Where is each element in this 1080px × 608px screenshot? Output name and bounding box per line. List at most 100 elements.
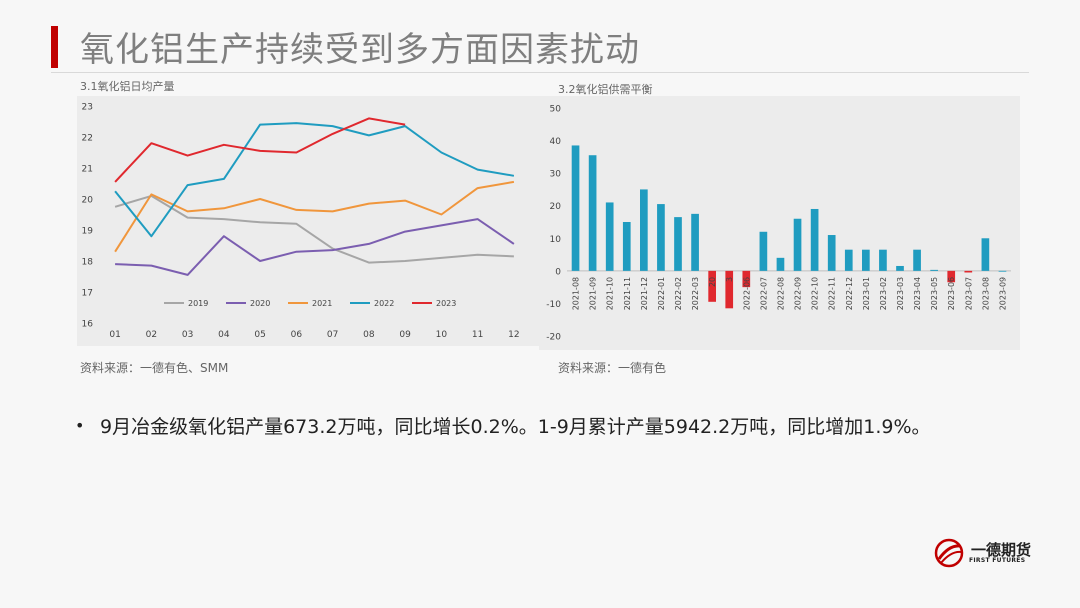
x-tick-label: 20 — [708, 277, 717, 287]
bar-2022-11 — [827, 235, 836, 271]
bar-2023-06 — [947, 270, 956, 283]
x-tick-label: 08 — [363, 330, 375, 340]
left-chart-panel: 16 17 18 19 20 21 22 23 01 02 03 04 05 06 07 08 09 10 11 12… — [77, 96, 540, 346]
y-tick-label: 23 — [82, 103, 93, 113]
y-tick-label: 22 — [82, 134, 93, 144]
series-line-2021 — [114, 180, 515, 253]
x-tick-label: 10 — [436, 330, 448, 340]
x-tick-label: 2022-02 — [674, 277, 683, 310]
y-tick-label: 18 — [82, 258, 94, 268]
series-line-2023 — [114, 117, 406, 183]
bar-2022-03 — [691, 213, 699, 271]
x-tick-label: 06 — [291, 330, 303, 340]
bar-2023-09 — [998, 270, 1007, 272]
bar-2022-01 — [657, 204, 665, 271]
x-tick-label: 07 — [327, 330, 338, 340]
y-tick-label: 16 — [82, 320, 94, 330]
x-tick-label: 2023-07 — [964, 277, 973, 310]
supply-demand-bar-chart: -20 -10 0 10 20 30 40 50 2021-08 2021-09 2021-10 20… — [546, 105, 1011, 343]
logo-name-en: FIRST FUTURES — [969, 557, 1026, 564]
title-accent-bar — [51, 26, 58, 68]
legend-label-2021: 2021 — [312, 299, 332, 308]
x-tick-label: 01 — [109, 330, 120, 340]
y-tick-label: 20 — [550, 202, 562, 212]
x-tick-label: 02 — [146, 330, 157, 340]
bar-2022-06 — [742, 270, 751, 288]
bullet-text: 9月冶金级氧化铝产量673.2万吨，同比增长0.2%。1-9月累计产量5942.… — [100, 416, 931, 438]
y-tick-label: 20 — [82, 196, 94, 206]
bullet-marker: • — [75, 416, 85, 435]
x-tick-label: 2023-09 — [998, 277, 1007, 310]
x-tick-label: 11 — [472, 330, 483, 340]
x-tick-label: 2022-11 — [828, 277, 837, 310]
y-tick-label: 30 — [550, 170, 562, 180]
x-tick-label: 2021-08 — [572, 277, 581, 310]
page-title: 氧化铝生产持续受到多方面因素扰动 — [80, 30, 640, 70]
right-chart-caption: 3.2氧化铝供需平衡 — [558, 83, 653, 96]
bar-2021-08 — [571, 145, 580, 271]
x-tick-label: 09 — [399, 330, 411, 340]
x-tick-label: 2023-06 — [947, 277, 956, 310]
bar-2021-09 — [588, 155, 597, 271]
bar-2022-09 — [793, 218, 802, 271]
first-futures-logo-icon — [934, 538, 964, 568]
x-tick-label: 2022-08 — [776, 277, 785, 310]
x-tick-label: 2021-10 — [606, 277, 615, 310]
bar-2023-02 — [879, 249, 887, 271]
y-tick-label: 21 — [82, 165, 93, 175]
x-tick-label: 2023-05 — [930, 277, 939, 310]
company-logo: 一德期货 FIRST FUTURES — [933, 537, 1033, 569]
x-tick-label: 2022-09 — [794, 277, 803, 310]
y-tick-label: 0 — [555, 267, 561, 277]
bar-2023-01 — [862, 249, 870, 271]
x-tick-label: 2023-04 — [913, 277, 922, 310]
x-tick-label: 2021-12 — [640, 277, 649, 310]
x-tick-label: 2021-11 — [623, 277, 632, 310]
bar-2021-11 — [622, 222, 631, 271]
bar-2022-05 — [725, 270, 734, 309]
y-tick-label: 19 — [82, 227, 94, 237]
legend-label-2022: 2022 — [374, 299, 394, 308]
title-divider — [51, 72, 1029, 73]
x-tick-label: 04 — [218, 330, 230, 340]
x-tick-label: 12 — [508, 330, 519, 340]
bar-2022-07 — [759, 231, 768, 271]
x-tick-label: 2022-12 — [845, 277, 854, 310]
bar-2023-03 — [896, 265, 904, 271]
bar-2022-10 — [810, 208, 819, 271]
legend-label-2023: 2023 — [436, 299, 456, 308]
bar-2022-04 — [708, 270, 716, 302]
y-tick-label: -20 — [546, 333, 561, 343]
x-tick-label: 2022-07 — [759, 277, 768, 310]
bar-2022-02 — [674, 217, 682, 271]
bar-2023-08 — [981, 238, 990, 271]
x-tick-label: 2022-10 — [811, 277, 820, 310]
bar-2023-07 — [964, 270, 973, 273]
left-chart-source: 资料来源：一德有色、SMM — [80, 361, 229, 375]
y-tick-label: 40 — [550, 137, 562, 147]
legend-label-2020: 2020 — [250, 299, 270, 308]
right-chart-panel: -20 -10 0 10 20 30 40 50 2021-08 2021-09 2021-10 20… — [539, 96, 1020, 350]
right-chart-source: 资料来源：一德有色 — [558, 361, 667, 375]
x-tick-label: 03 — [182, 330, 193, 340]
x-tick-label: 2023-03 — [896, 277, 905, 310]
x-tick-label: 2022-03 — [691, 277, 700, 310]
x-tick-label: 2022-06 — [742, 277, 751, 310]
bar-2022-12 — [844, 249, 853, 271]
bar-2022-08 — [776, 257, 785, 271]
x-tick-label: 2023-02 — [879, 277, 888, 310]
bar-2021-12 — [640, 189, 648, 271]
left-chart-caption: 3.1氧化铝日均产量 — [80, 80, 175, 93]
series-line-2020 — [115, 218, 515, 276]
x-tick-label: 2023-01 — [862, 277, 871, 310]
y-tick-label: 50 — [550, 105, 562, 115]
y-tick-label: 17 — [82, 289, 93, 299]
y-tick-label: -10 — [546, 300, 561, 310]
series-line-2019 — [114, 194, 514, 264]
x-tick-label: 05 — [254, 330, 265, 340]
bar-2023-04 — [913, 249, 921, 271]
x-tick-label: 2021-09 — [589, 277, 598, 310]
bar-2023-05 — [930, 269, 938, 271]
series-line-2022 — [114, 122, 515, 238]
